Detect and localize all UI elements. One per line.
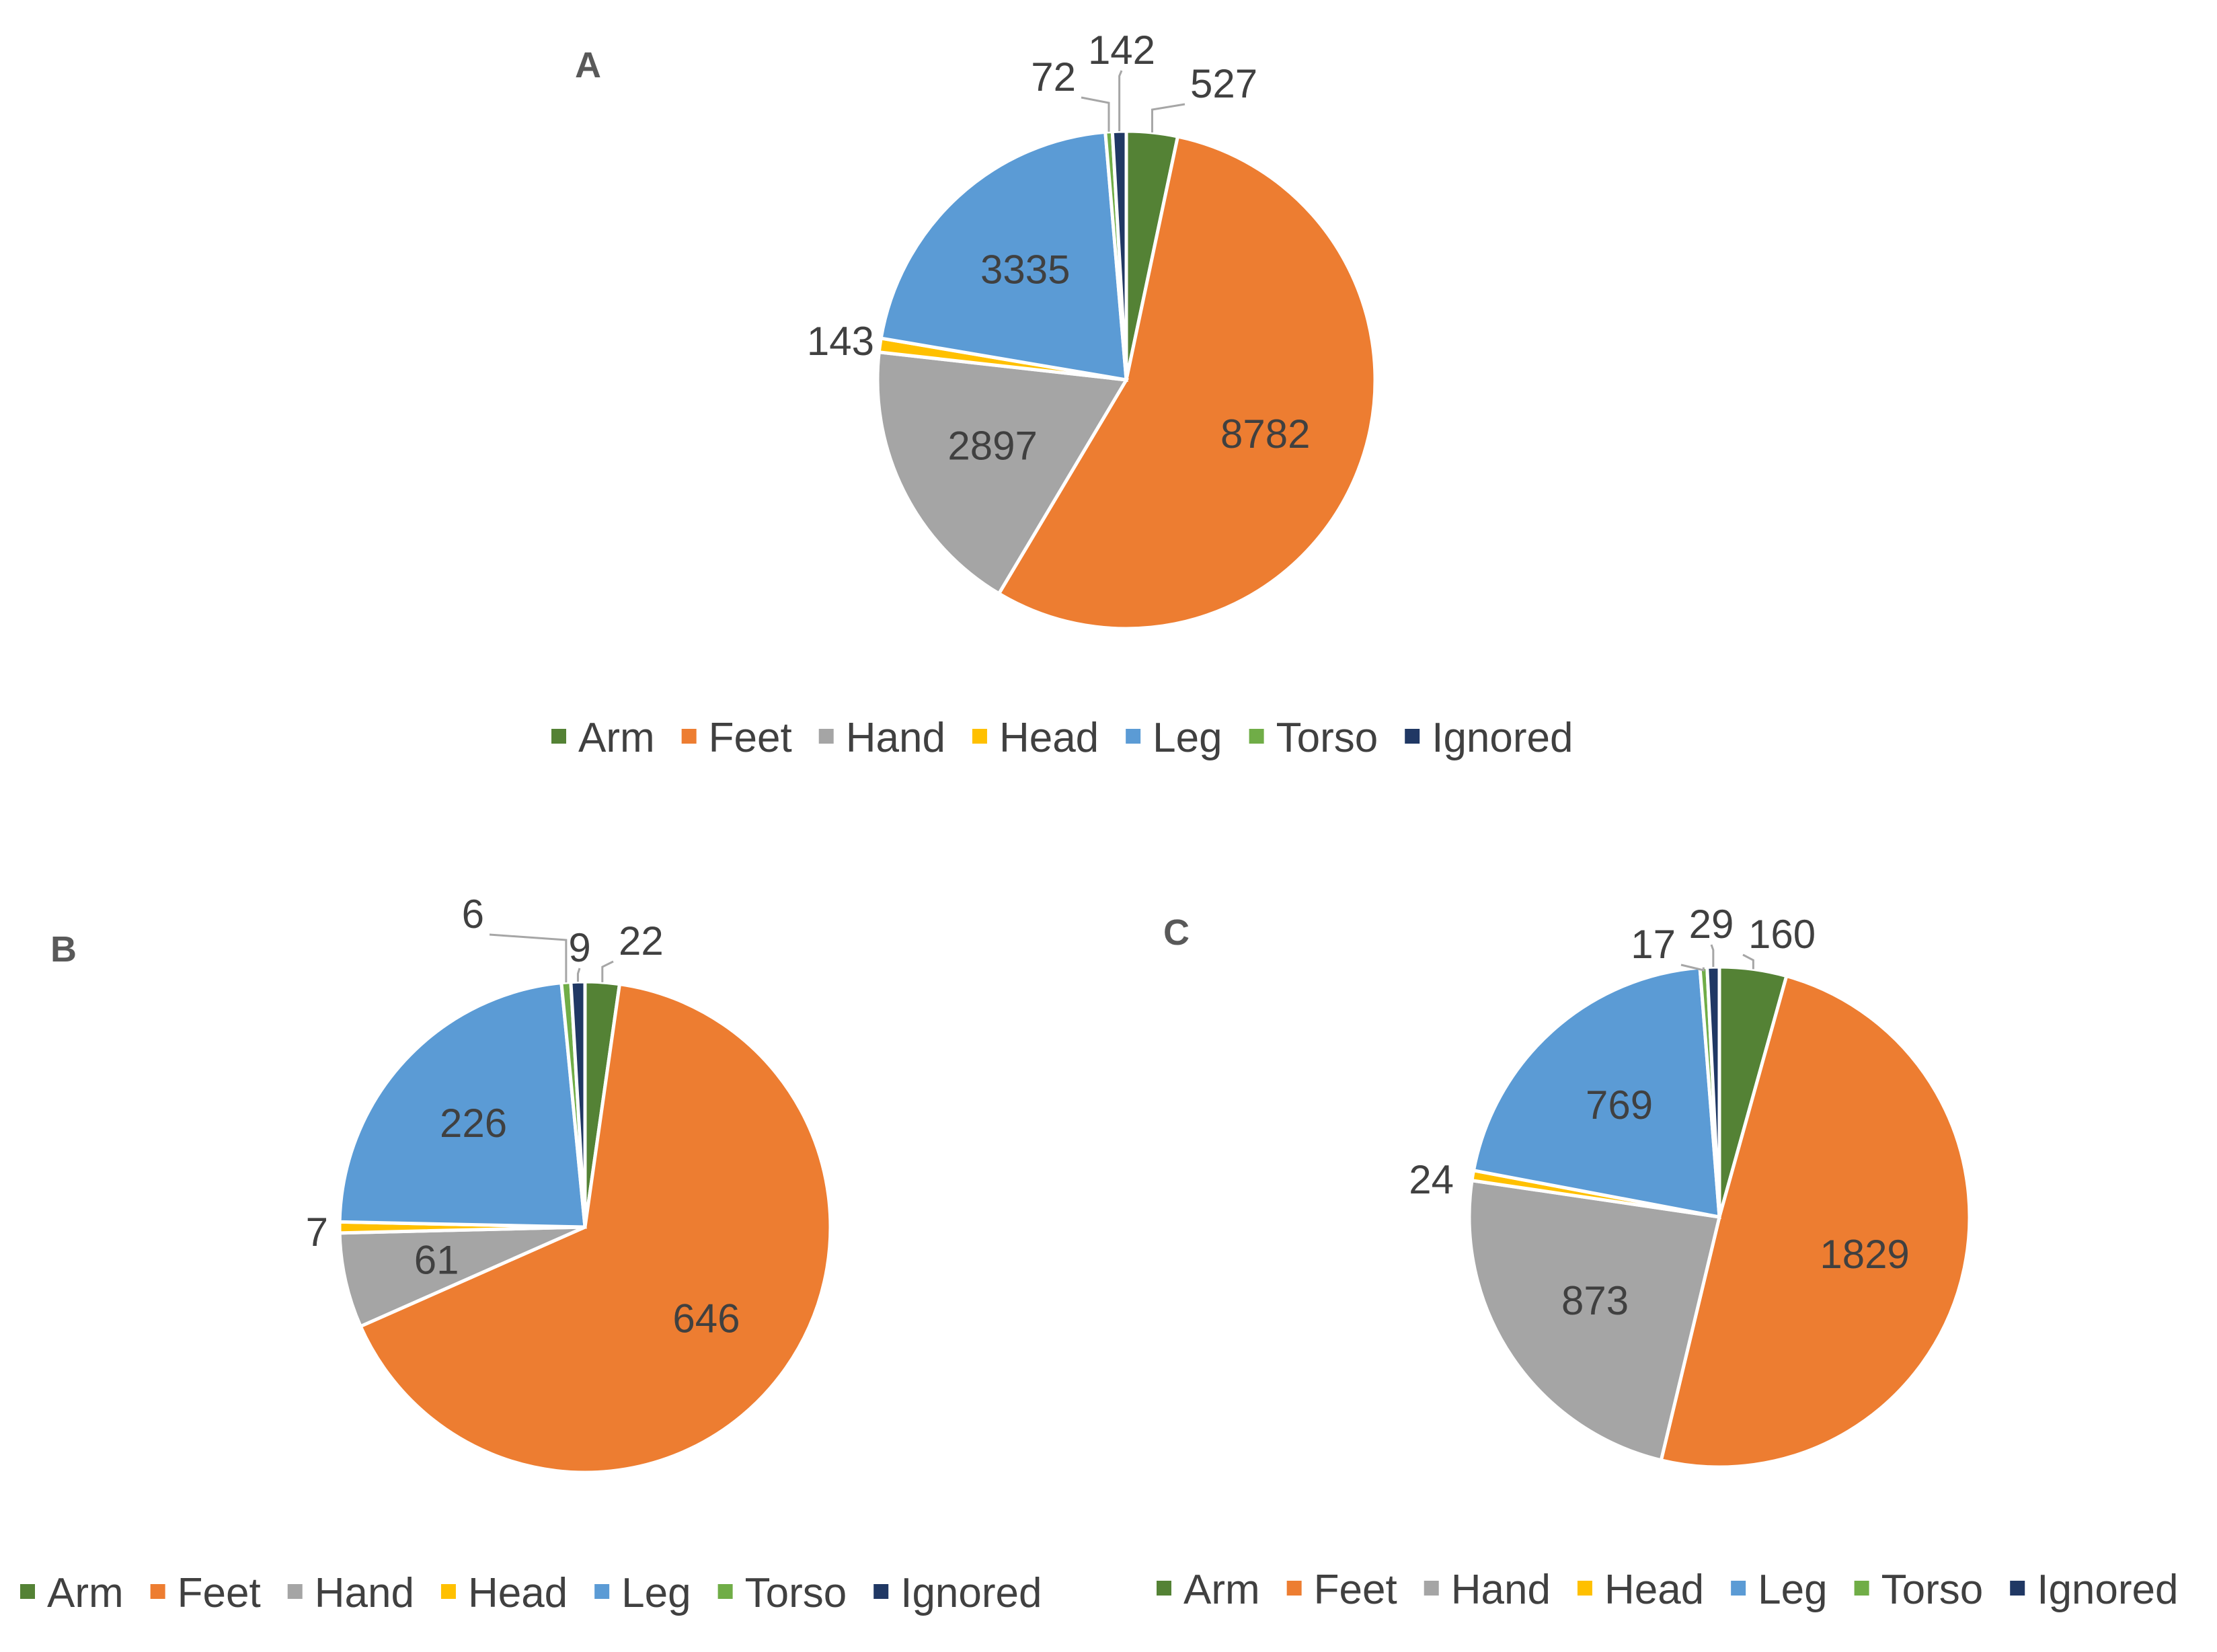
legend-swatch-hand-b bbox=[287, 1584, 303, 1599]
panel-letter-B: B bbox=[50, 929, 77, 970]
legend-swatch-head-b bbox=[440, 1584, 456, 1599]
slice-leg-a bbox=[879, 130, 1128, 383]
data-label-hand-a: 2897 bbox=[947, 424, 1037, 469]
legend-label-arm-a: Arm bbox=[578, 715, 655, 761]
legend-swatch-ignored-a bbox=[1405, 729, 1420, 744]
data-label-ignored-a: 142 bbox=[1088, 28, 1155, 73]
legend-swatch-arm-c bbox=[1157, 1581, 1171, 1596]
legend-label-leg-b: Leg bbox=[621, 1570, 691, 1616]
data-label-ignored-c: 29 bbox=[1689, 902, 1734, 947]
legend-label-ignored-a: Ignored bbox=[1432, 715, 1573, 761]
legend-swatch-hand-a bbox=[818, 729, 834, 744]
data-label-torso-a: 72 bbox=[1031, 54, 1076, 100]
legend-label-head-b: Head bbox=[468, 1570, 568, 1616]
data-label-head-b: 7 bbox=[306, 1210, 328, 1255]
legend-swatch-head-c bbox=[1577, 1581, 1592, 1596]
legend-swatch-arm-b bbox=[20, 1584, 35, 1599]
legend-label-arm-c: Arm bbox=[1183, 1567, 1260, 1613]
data-label-head-c: 24 bbox=[1409, 1157, 1454, 1202]
legend-swatch-feet-a bbox=[681, 729, 697, 744]
legend-label-hand-a: Hand bbox=[846, 715, 945, 761]
legend-swatch-feet-c bbox=[1286, 1581, 1302, 1596]
leader-line-ignored-c bbox=[1710, 944, 1715, 968]
legend-label-leg-c: Leg bbox=[1758, 1567, 1827, 1613]
data-label-arm-b: 22 bbox=[619, 918, 664, 963]
data-label-hand-b: 61 bbox=[414, 1237, 459, 1282]
slice-hand-b bbox=[338, 1225, 586, 1329]
panel-letter-C: C bbox=[1163, 912, 1190, 953]
legend-label-arm-b: Arm bbox=[47, 1570, 124, 1616]
chart-C: C 160 1829 873 24 769 17 29 Arm Feet Hand Head Leg To… bbox=[1157, 902, 2179, 1613]
legend-label-torso-b: Torso bbox=[745, 1570, 847, 1616]
data-label-feet-c: 1829 bbox=[1820, 1232, 1909, 1277]
slice-feet-b bbox=[358, 982, 832, 1474]
leader-line-arm-b bbox=[601, 960, 614, 982]
slice-leg-c bbox=[1471, 966, 1721, 1220]
legend-label-ignored-c: Ignored bbox=[2037, 1567, 2178, 1613]
data-label-arm-a: 527 bbox=[1190, 61, 1257, 106]
leader-line-ignored-a bbox=[1118, 70, 1123, 132]
data-label-feet-b: 646 bbox=[672, 1296, 740, 1341]
slice-feet-c bbox=[1659, 974, 1972, 1469]
data-label-leg-c: 769 bbox=[1586, 1083, 1653, 1128]
legend-swatch-hand-c bbox=[1424, 1581, 1439, 1596]
leader-line-torso-a bbox=[1081, 96, 1110, 132]
data-label-feet-a: 8782 bbox=[1220, 411, 1310, 457]
legend-swatch-head-a bbox=[972, 729, 987, 744]
data-label-leg-a: 3335 bbox=[980, 247, 1070, 292]
legend-swatch-feet-b bbox=[150, 1584, 165, 1599]
slice-hand-c bbox=[1467, 1178, 1722, 1462]
data-label-hand-c: 873 bbox=[1561, 1278, 1629, 1323]
legend-label-torso-c: Torso bbox=[1881, 1567, 1984, 1613]
legend-label-feet-c: Feet bbox=[1314, 1567, 1397, 1613]
legend-swatch-leg-c bbox=[1731, 1581, 1746, 1596]
chart-A: A 527 8782 2897 143 3335 72 142 Arm Feet Hand Head L… bbox=[551, 28, 1573, 761]
leader-line-ignored-b bbox=[576, 968, 581, 982]
legend-swatch-arm-a bbox=[551, 729, 566, 744]
data-label-arm-c: 160 bbox=[1748, 912, 1816, 957]
data-label-leg-b: 226 bbox=[440, 1101, 507, 1146]
legend-swatch-ignored-c bbox=[2010, 1581, 2025, 1596]
leader-line-torso-c bbox=[1680, 963, 1705, 972]
legend-swatch-leg-b bbox=[594, 1584, 610, 1599]
slice-ignored-a bbox=[1110, 129, 1128, 381]
data-label-head-a: 143 bbox=[807, 319, 874, 364]
legend-swatch-torso-b bbox=[717, 1584, 733, 1599]
legend-label-feet-a: Feet bbox=[709, 715, 792, 761]
leader-line-torso-b bbox=[489, 933, 568, 983]
slice-leg-b bbox=[338, 980, 587, 1229]
legend-label-hand-b: Hand bbox=[315, 1570, 414, 1616]
legend-label-torso-a: Torso bbox=[1276, 715, 1378, 761]
slice-hand-a bbox=[876, 350, 1130, 596]
slice-feet-a bbox=[997, 134, 1377, 631]
legend-label-feet-b: Feet bbox=[178, 1570, 261, 1616]
panel-letter-A: A bbox=[575, 45, 601, 85]
legend-label-head-c: Head bbox=[1604, 1567, 1704, 1613]
legend-label-leg-a: Leg bbox=[1153, 715, 1222, 761]
leader-line-arm-a bbox=[1151, 103, 1185, 133]
chart-B: B 22 646 61 7 226 6 9 Arm Feet Hand Head Leg Torso Ign… bbox=[20, 892, 1042, 1616]
leader-line-arm-c bbox=[1742, 953, 1754, 970]
legend-swatch-ignored-b bbox=[873, 1584, 889, 1599]
legend-label-ignored-b: Ignored bbox=[900, 1570, 1042, 1616]
legend-label-hand-c: Hand bbox=[1451, 1567, 1551, 1613]
data-label-torso-b: 6 bbox=[462, 892, 484, 937]
legend-swatch-torso-a bbox=[1249, 729, 1264, 744]
data-label-torso-c: 17 bbox=[1631, 922, 1676, 967]
legend-swatch-leg-a bbox=[1126, 729, 1141, 744]
data-label-ignored-b: 9 bbox=[568, 925, 590, 970]
legend-label-head-a: Head bbox=[999, 715, 1099, 761]
legend-swatch-torso-c bbox=[1854, 1581, 1869, 1596]
